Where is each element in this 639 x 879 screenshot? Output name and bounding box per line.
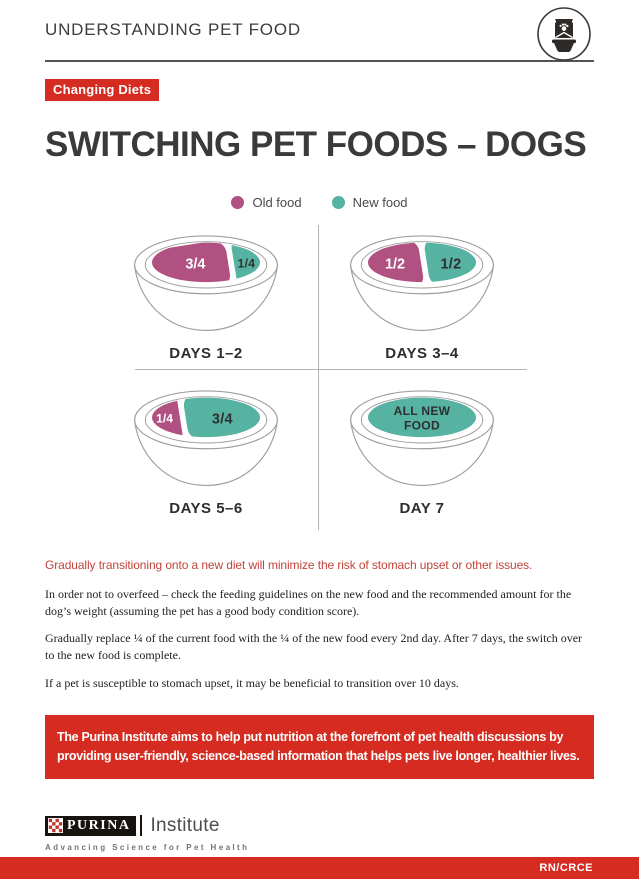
bowl-diagram-grid: 3/4 1/4 DAYS 1–2 1/2 1/2 DAYS 3–4 [0,222,639,532]
bowl-days-5-6: 1/4 3/4 DAYS 5–6 [121,388,291,517]
bowl-illustration: 1/4 3/4 [134,390,278,487]
header-title: UNDERSTANDING PET FOOD [45,20,301,39]
old-food-dot-icon [231,196,245,210]
category-badge: Changing Diets [45,79,160,102]
bowl-days-3-4: 1/2 1/2 DAYS 3–4 [337,233,507,362]
lead-sentence: Gradually transitioning onto a new diet … [45,558,533,573]
all-new-food-label-line2: FOOD [404,419,440,433]
purina-checkerboard-icon [48,818,63,834]
fraction-new: 1/2 [440,257,461,273]
header-divider [45,60,594,63]
grid-vertical-divider [318,225,319,531]
purina-institute-logo: PURINA Institute [45,815,594,837]
paragraph-overfeed: In order not to overfeed – check the fee… [45,587,572,618]
bowl-illustration: 3/4 1/4 [134,235,278,332]
bowl-caption: DAYS 1–2 [169,345,243,363]
all-new-food-label-line1: ALL NEW [394,404,451,418]
pet-food-bag-bowl-icon [537,7,591,61]
fraction-new: 1/4 [238,257,256,271]
fraction-old: 1/4 [156,412,173,426]
bowl-caption: DAYS 5–6 [169,500,243,518]
fraction-old: 1/2 [385,257,405,273]
institute-wordmark: Institute [150,814,220,836]
legend-item-new-food: New food [331,195,408,211]
logo-separator [140,815,143,837]
legend-item-old-food: Old food [231,195,302,211]
bowl-days-1-2: 3/4 1/4 DAYS 1–2 [121,233,291,362]
bowl-illustration: ALL NEW FOOD [350,390,494,487]
page-header: UNDERSTANDING PET FOOD [45,0,594,61]
legend-label-new: New food [352,195,408,211]
bowl-day-7: ALL NEW FOOD DAY 7 [337,388,507,517]
legend-label-old: Old food [252,195,302,211]
new-food-dot-icon [331,196,345,210]
bowl-caption: DAYS 3–4 [385,345,459,363]
paragraph-replace-quarter: Gradually replace ¼ of the current food … [45,631,583,663]
legend: Old food New food [0,195,639,210]
footer-logo: PURINA Institute Advancing Science for P… [45,815,594,852]
purina-institute-callout: The Purina Institute aims to help put nu… [45,715,594,779]
page-title: SWITCHING PET FOODS – DOGS [45,125,587,165]
document-code: RN/CRCE [539,862,593,874]
purina-wordmark-box: PURINA [45,815,137,836]
fraction-new: 3/4 [212,412,233,428]
bowl-caption: DAY 7 [399,500,445,518]
body-copy: In order not to overfeed – check the fee… [45,586,594,691]
grid-horizontal-divider [135,369,527,371]
bowl-illustration: 1/2 1/2 [350,235,494,332]
logo-tagline: Advancing Science for Pet Health [45,842,250,852]
bottom-bar: RN/CRCE [0,857,639,879]
fraction-old: 3/4 [185,257,205,273]
purina-wordmark: PURINA [67,817,131,833]
paragraph-stomach-upset: If a pet is susceptible to stomach upset… [45,675,459,690]
